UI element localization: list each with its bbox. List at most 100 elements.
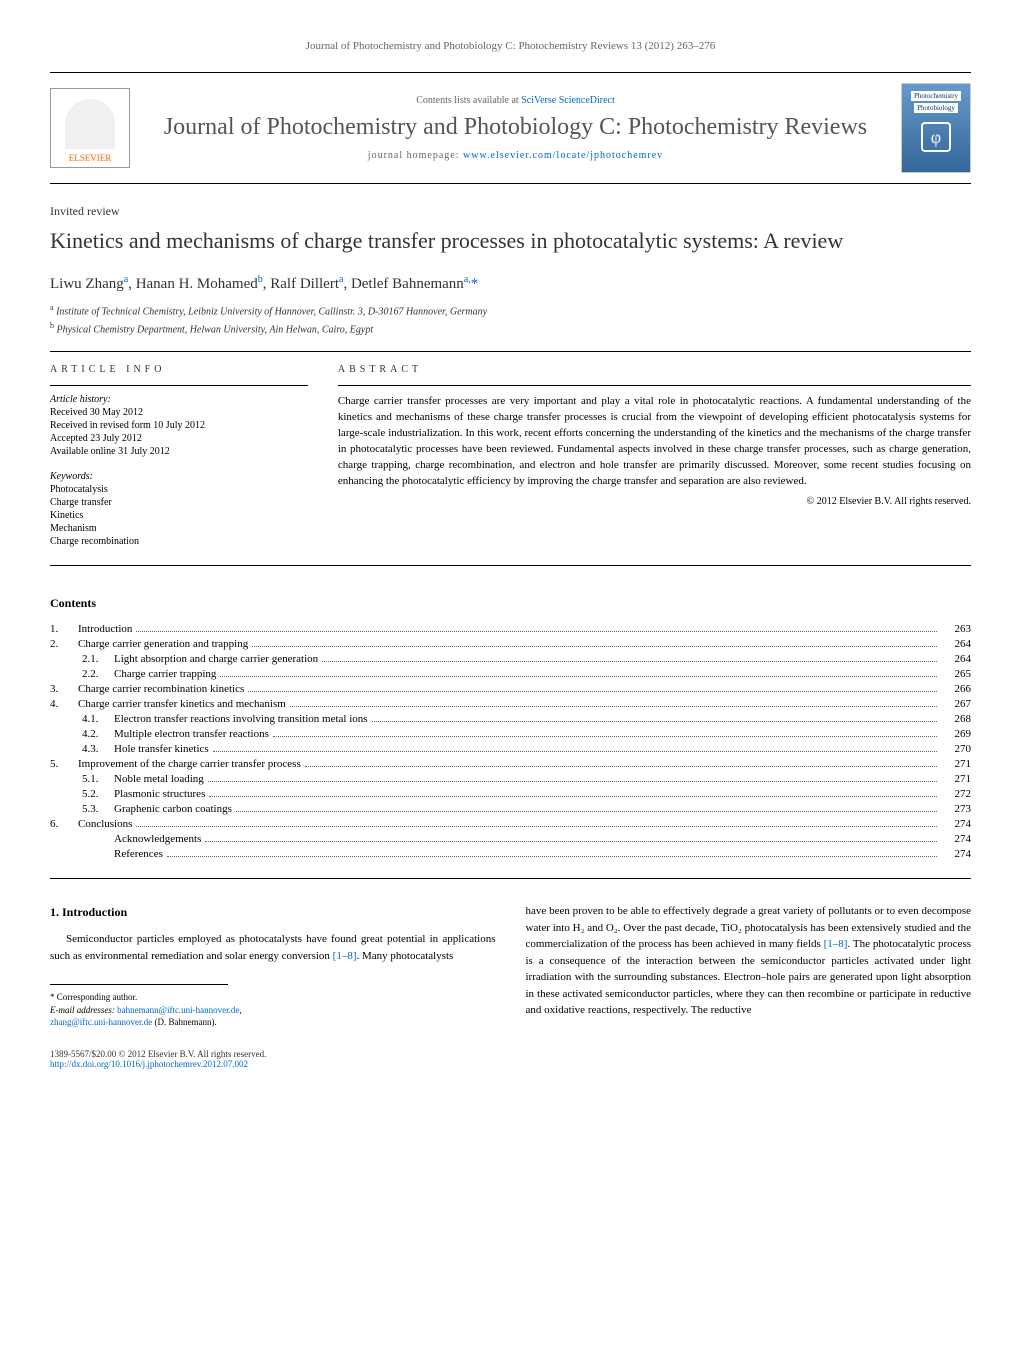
toc-number: 3. [50, 683, 78, 695]
footer-left: 1389-5567/$20.00 © 2012 Elsevier B.V. Al… [50, 1049, 266, 1069]
toc-leader-dots [209, 796, 937, 797]
toc-entry[interactable]: Acknowledgements274 [50, 833, 971, 845]
contents-prefix: Contents lists available at [416, 95, 521, 106]
toc-label: Improvement of the charge carrier transf… [78, 758, 301, 770]
history-item: Received in revised form 10 July 2012 [50, 420, 308, 431]
homepage-prefix: journal homepage: [368, 150, 463, 161]
toc-entry[interactable]: 5.1.Noble metal loading271 [50, 773, 971, 785]
toc-entry[interactable]: 2.Charge carrier generation and trapping… [50, 638, 971, 650]
toc-label: Noble metal loading [114, 773, 204, 785]
toc-leader-dots [167, 856, 937, 857]
keyword-item: Photocatalysis [50, 484, 308, 495]
toc-label: Multiple electron transfer reactions [114, 728, 269, 740]
toc-entry[interactable]: 2.2.Charge carrier trapping265 [50, 668, 971, 680]
toc-label: Graphenic carbon coatings [114, 803, 232, 815]
toc-entry[interactable]: 6.Conclusions274 [50, 818, 971, 830]
masthead-center: Contents lists available at SciVerse Sci… [130, 95, 901, 160]
divider [50, 565, 971, 566]
toc-page: 274 [941, 848, 971, 860]
publisher-logo: ELSEVIER [50, 88, 130, 168]
corresponding-author-footnote: * Corresponding author. [50, 991, 496, 1004]
toc-entry[interactable]: 4.1.Electron transfer reactions involvin… [50, 713, 971, 725]
toc-page: 271 [941, 758, 971, 770]
toc-number: 5.3. [82, 803, 114, 815]
cover-phi-icon: φ [921, 122, 951, 152]
journal-homepage-link[interactable]: www.elsevier.com/locate/jphotochemrev [463, 150, 663, 161]
toc-label: Introduction [78, 623, 132, 635]
page-footer: 1389-5567/$20.00 © 2012 Elsevier B.V. Al… [50, 1049, 971, 1069]
toc-entry[interactable]: 1.Introduction 263 [50, 623, 971, 635]
intro-paragraph: Semiconductor particles employed as phot… [50, 931, 496, 964]
toc-number: 5.1. [82, 773, 114, 785]
toc-number: 2.2. [82, 668, 114, 680]
toc-number: 4. [50, 698, 78, 710]
toc-entry[interactable]: 4.3.Hole transfer kinetics270 [50, 743, 971, 755]
toc-entry[interactable]: 5.3.Graphenic carbon coatings 273 [50, 803, 971, 815]
article-type: Invited review [50, 204, 971, 219]
authors-line: Liwu Zhanga, Hanan H. Mohamedb, Ralf Dil… [50, 274, 971, 293]
toc-entry[interactable]: 4.2.Multiple electron transfer reactions… [50, 728, 971, 740]
toc-page: 267 [941, 698, 971, 710]
toc-label: Hole transfer kinetics [114, 743, 209, 755]
toc-number: 1. [50, 623, 78, 635]
toc-leader-dots [136, 631, 937, 632]
toc-page: 269 [941, 728, 971, 740]
toc-leader-dots [208, 781, 937, 782]
contents-available-line: Contents lists available at SciVerse Sci… [150, 95, 881, 106]
toc-leader-dots [220, 676, 937, 677]
journal-cover-thumbnail: Photochemistry Photobiology φ [901, 83, 971, 173]
journal-homepage-line: journal homepage: www.elsevier.com/locat… [150, 150, 881, 161]
toc-label: Light absorption and charge carrier gene… [114, 653, 318, 665]
toc-number: 4.1. [82, 713, 114, 725]
masthead: ELSEVIER Contents lists available at Sci… [50, 72, 971, 184]
body-two-column: 1. Introduction Semiconductor particles … [50, 903, 971, 1029]
divider [50, 385, 308, 386]
cover-line-2: Photobiology [914, 103, 958, 113]
email-link-1[interactable]: bahnemann@iftc.uni-hannover.de [117, 1005, 239, 1015]
toc-page: 274 [941, 833, 971, 845]
email-author-suffix: (D. Bahnemann). [152, 1017, 216, 1027]
toc-entry[interactable]: 5.Improvement of the charge carrier tran… [50, 758, 971, 770]
email-link-2[interactable]: zhang@iftc.uni-hannover.de [50, 1017, 152, 1027]
toc-leader-dots [136, 826, 937, 827]
history-label: Article history: [50, 394, 308, 405]
toc-number: 4.2. [82, 728, 114, 740]
toc-label: References [114, 848, 163, 860]
toc-entry[interactable]: 3.Charge carrier recombination kinetics2… [50, 683, 971, 695]
toc-page: 274 [941, 818, 971, 830]
keyword-item: Charge recombination [50, 536, 308, 547]
toc-entry[interactable]: 5.2.Plasmonic structures272 [50, 788, 971, 800]
toc-number: 2. [50, 638, 78, 650]
issn-copyright: 1389-5567/$20.00 © 2012 Elsevier B.V. Al… [50, 1049, 266, 1059]
running-header: Journal of Photochemistry and Photobiolo… [50, 40, 971, 52]
keyword-item: Mechanism [50, 523, 308, 534]
footnote-rule [50, 984, 228, 985]
toc-leader-dots [205, 841, 937, 842]
citation-link[interactable]: [1–8] [824, 938, 848, 950]
sciencedirect-link[interactable]: SciVerse ScienceDirect [521, 95, 615, 106]
toc-leader-dots [305, 766, 937, 767]
abstract-copyright: © 2012 Elsevier B.V. All rights reserved… [338, 496, 971, 507]
toc-page: 273 [941, 803, 971, 815]
article-info-heading: ARTICLE INFO [50, 364, 308, 375]
divider [50, 878, 971, 879]
toc-entry[interactable]: 2.1.Light absorption and charge carrier … [50, 653, 971, 665]
toc-number: 5.2. [82, 788, 114, 800]
toc-page: 265 [941, 668, 971, 680]
history-item: Accepted 23 July 2012 [50, 433, 308, 444]
email-footnote: E-mail addresses: bahnemann@iftc.uni-han… [50, 1004, 496, 1029]
toc-leader-dots [372, 721, 937, 722]
article-title: Kinetics and mechanisms of charge transf… [50, 227, 971, 256]
citation-link[interactable]: [1–8] [333, 950, 357, 962]
doi-link[interactable]: http://dx.doi.org/10.1016/j.jphotochemre… [50, 1059, 248, 1069]
toc-page: 263 [941, 623, 971, 635]
toc-entry[interactable]: 4.Charge carrier transfer kinetics and m… [50, 698, 971, 710]
abstract-column: ABSTRACT Charge carrier transfer process… [338, 364, 971, 549]
abstract-text: Charge carrier transfer processes are ve… [338, 394, 971, 490]
elsevier-tree-icon [65, 99, 115, 149]
toc-leader-dots [290, 706, 937, 707]
toc-number: 2.1. [82, 653, 114, 665]
toc-page: 272 [941, 788, 971, 800]
toc-entry[interactable]: References 274 [50, 848, 971, 860]
toc-label: Electron transfer reactions involving tr… [114, 713, 368, 725]
